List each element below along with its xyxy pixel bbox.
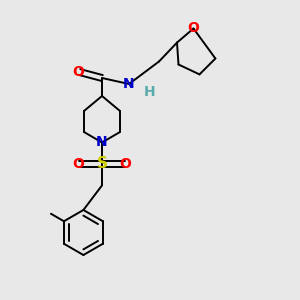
Text: N: N <box>96 136 108 149</box>
Text: O: O <box>119 157 131 170</box>
Text: S: S <box>97 156 107 171</box>
Text: H: H <box>144 85 156 98</box>
Text: N: N <box>123 77 135 91</box>
Text: O: O <box>188 22 200 35</box>
Text: O: O <box>73 157 85 170</box>
Text: O: O <box>72 65 84 79</box>
